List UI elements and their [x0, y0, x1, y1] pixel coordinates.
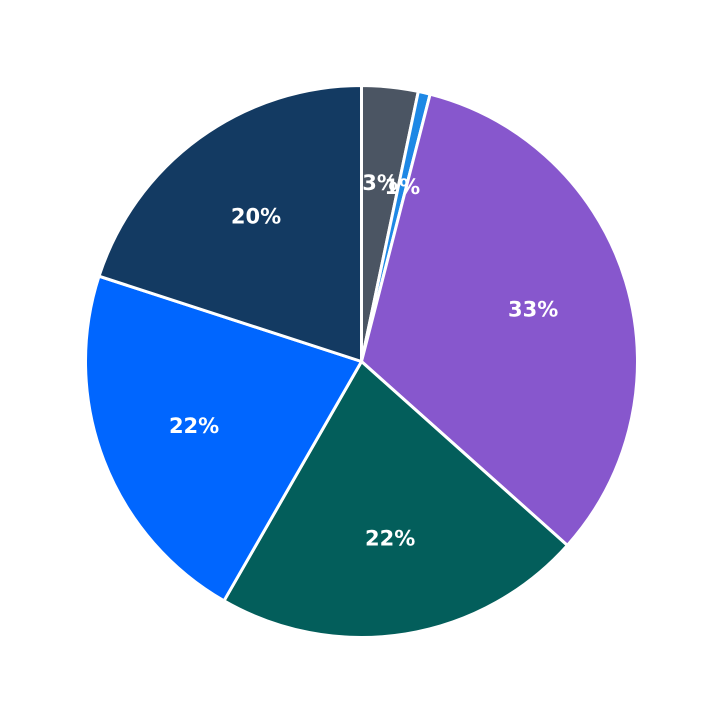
slices-layer: [84, 84, 639, 639]
pie-slice-2: [360, 92, 639, 547]
pie-slice-5: [97, 84, 363, 363]
pie-slice-label-1: 1%: [384, 175, 420, 199]
pie-slice-3: [222, 360, 569, 639]
pie-slice-label-3: 22%: [365, 527, 415, 551]
labels-layer: 3%1% 33% 22% 22% 20%: [169, 171, 558, 551]
pie-slice-label-0: 3%: [362, 171, 398, 195]
pie-slice-label-4: 22%: [169, 414, 219, 438]
pie-slice-label-2: 33%: [508, 297, 558, 321]
pie-slice-4: [84, 274, 363, 603]
pie-slice-label-5: 20%: [231, 204, 281, 228]
